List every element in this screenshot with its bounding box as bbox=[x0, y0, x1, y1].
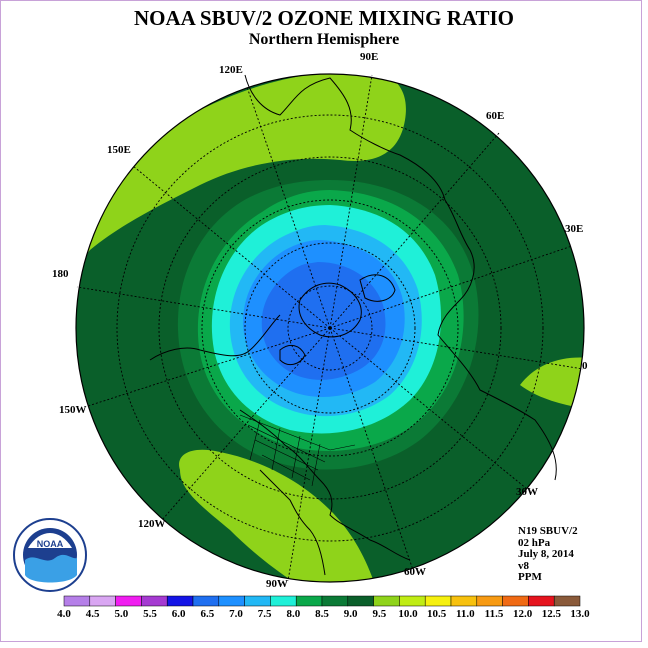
colorbar-tick-label: 10.5 bbox=[427, 608, 447, 620]
colorbar-swatch bbox=[476, 595, 503, 607]
colorbar-tick-label: 12.5 bbox=[541, 608, 561, 620]
lon-label-0: 0 bbox=[582, 360, 588, 372]
graticule bbox=[76, 74, 584, 582]
colorbar-swatch bbox=[89, 595, 116, 607]
version-label: v8 bbox=[518, 559, 529, 572]
colorbar-swatch bbox=[218, 595, 245, 607]
colorbar-tick-label: 6.0 bbox=[171, 608, 186, 620]
colorbar-swatches bbox=[63, 595, 581, 607]
coastlines bbox=[149, 74, 557, 576]
colorbar-swatch bbox=[528, 595, 555, 607]
colorbar-tick-label: 8.5 bbox=[315, 608, 329, 620]
ozone-field bbox=[76, 74, 584, 582]
colorbar-tick-label: 12.0 bbox=[513, 608, 533, 620]
lon-label-60e: 60E bbox=[486, 110, 505, 122]
colorbar-tick-label: 11.5 bbox=[484, 608, 504, 620]
lon-label-60w: 60W bbox=[404, 566, 426, 578]
colorbar-tick-label: 5.0 bbox=[114, 608, 129, 620]
colorbar-tick-label: 9.0 bbox=[343, 608, 358, 620]
colorbar-swatch bbox=[502, 595, 529, 607]
lon-label-90e: 90E bbox=[360, 51, 379, 63]
colorbar-swatch bbox=[373, 595, 400, 607]
colorbar-swatch bbox=[141, 595, 168, 607]
colorbar-swatch bbox=[166, 595, 194, 607]
units-label: PPM bbox=[518, 571, 542, 583]
lon-label-180: 180 bbox=[52, 268, 69, 280]
map-boundary bbox=[75, 73, 585, 583]
ozone-band-6.0 bbox=[261, 262, 386, 380]
colorbar-tick-label: 9.5 bbox=[372, 608, 387, 620]
country-borders bbox=[239, 414, 356, 487]
ozone-band-9.5-north bbox=[76, 74, 406, 275]
colorbar-tick-label: 8.0 bbox=[286, 608, 301, 620]
colorbar-tick-label: 4.5 bbox=[85, 608, 100, 620]
map-subtitle: Northern Hemisphere bbox=[248, 31, 400, 48]
colorbar-tick-label: 7.5 bbox=[257, 608, 272, 620]
colorbar-swatch bbox=[399, 595, 426, 607]
colorbar-swatch bbox=[347, 595, 374, 607]
colorbar-tick-label: 6.5 bbox=[200, 608, 215, 620]
lon-label-120e: 120E bbox=[219, 64, 243, 76]
colorbar-swatch bbox=[450, 595, 478, 607]
colorbar-ticks: 4.0 4.5 5.0 5.5 6.0 6.5 7.0 7.5 8.0 8.5 9.0 9.5 10.0… bbox=[0, 608, 648, 622]
product-info: N19 SBUV/2 02 hPa July 8, 2014 v8 PPM bbox=[518, 525, 578, 584]
lon-label-120w: 120W bbox=[138, 518, 166, 530]
date-label: July 8, 2014 bbox=[518, 548, 574, 560]
colorbar-swatch bbox=[424, 595, 452, 607]
colorbar-tick-label: 11.0 bbox=[456, 608, 475, 620]
colorbar-swatch bbox=[192, 595, 220, 607]
colorbar-tick-label: 7.0 bbox=[229, 608, 243, 620]
pressure-level-label: 02 hPa bbox=[518, 536, 551, 549]
colorbar-swatch bbox=[295, 595, 323, 607]
colorbar-swatch bbox=[321, 595, 349, 607]
colorbar-tick-label: 10.0 bbox=[398, 608, 418, 620]
ozone-band-9.5-east bbox=[520, 357, 584, 410]
colorbar-swatch bbox=[553, 595, 581, 607]
ozone-band-9.5-south bbox=[179, 449, 375, 582]
colorbar-tick-label: 4.0 bbox=[57, 608, 71, 620]
colorbar-swatch bbox=[244, 595, 271, 607]
lon-label-30w: 30W bbox=[516, 486, 538, 498]
lon-label-150w: 150W bbox=[59, 404, 87, 416]
lon-label-30e: 30E bbox=[565, 223, 584, 235]
lon-label-150e: 150E bbox=[107, 144, 131, 156]
colorbar-tick-label: 13.0 bbox=[570, 608, 590, 620]
colorbar-swatch bbox=[115, 595, 142, 607]
lon-label-90w: 90W bbox=[266, 578, 288, 590]
colorbar-swatch bbox=[63, 595, 91, 607]
map-title: NOAA SBUV/2 OZONE MIXING RATIO bbox=[134, 6, 514, 30]
colorbar-tick-label: 5.5 bbox=[143, 608, 157, 620]
colorbar-swatch bbox=[270, 595, 297, 607]
instrument-label: N19 SBUV/2 bbox=[518, 525, 578, 537]
